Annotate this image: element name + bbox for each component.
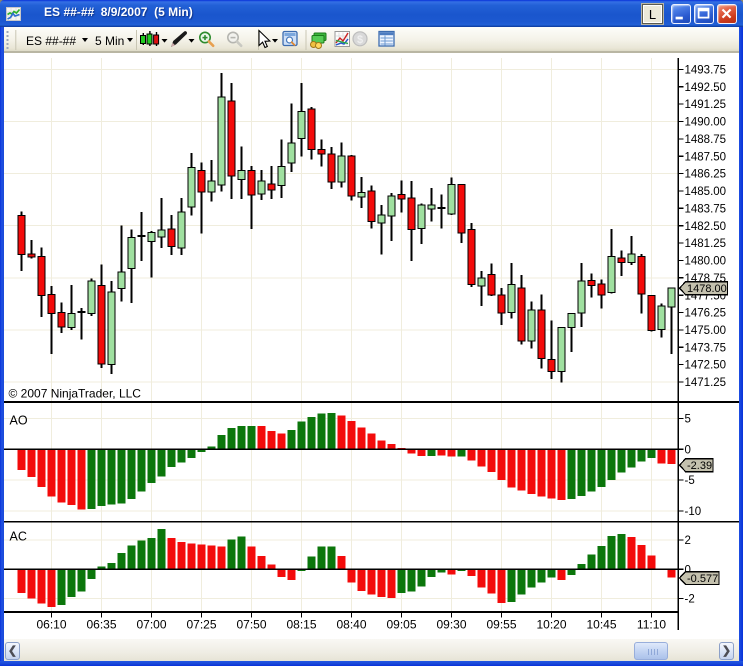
- svg-text:1472.50: 1472.50: [685, 360, 727, 372]
- svg-text:06:35: 06:35: [86, 618, 116, 632]
- svg-text:08:40: 08:40: [336, 618, 366, 632]
- svg-text:-10: -10: [685, 506, 702, 518]
- svg-text:07:00: 07:00: [136, 618, 166, 632]
- svg-text:1480.00: 1480.00: [685, 256, 727, 268]
- svg-text:1471.25: 1471.25: [685, 377, 727, 389]
- svg-text:-0.577: -0.577: [687, 573, 718, 585]
- svg-text:06:10: 06:10: [36, 618, 66, 632]
- svg-text:09:55: 09:55: [486, 618, 516, 632]
- svg-text:1493.75: 1493.75: [685, 65, 727, 77]
- svg-text:1476.25: 1476.25: [685, 308, 727, 320]
- svg-text:$: $: [357, 34, 363, 46]
- svg-text:0: 0: [685, 564, 691, 576]
- svg-text:11:10: 11:10: [637, 618, 666, 632]
- svg-text:09:05: 09:05: [386, 618, 416, 632]
- svg-text:10:45: 10:45: [586, 618, 616, 632]
- svg-text:09:30: 09:30: [436, 618, 466, 632]
- svg-text:1478.00: 1478.00: [687, 283, 727, 295]
- svg-text:1473.75: 1473.75: [685, 342, 727, 354]
- svg-text:1486.25: 1486.25: [685, 169, 727, 181]
- svg-text:1487.50: 1487.50: [685, 151, 727, 163]
- svg-text:08:15: 08:15: [286, 618, 316, 632]
- svg-text:0: 0: [685, 444, 691, 456]
- svg-text:1475.00: 1475.00: [685, 325, 727, 337]
- svg-text:07:50: 07:50: [236, 618, 266, 632]
- svg-text:1482.50: 1482.50: [685, 221, 727, 233]
- svg-text:-5: -5: [685, 475, 695, 487]
- svg-text:1492.50: 1492.50: [685, 82, 727, 94]
- svg-text:-2.39: -2.39: [687, 460, 712, 472]
- svg-text:AC: AC: [10, 530, 27, 544]
- svg-text:1488.75: 1488.75: [685, 134, 727, 146]
- svg-text:1481.25: 1481.25: [685, 238, 727, 250]
- svg-text:1485.00: 1485.00: [685, 186, 727, 198]
- svg-text:1483.75: 1483.75: [685, 203, 727, 215]
- svg-text:07:25: 07:25: [186, 618, 216, 632]
- svg-text:1491.25: 1491.25: [685, 99, 727, 111]
- svg-text:-2: -2: [685, 594, 695, 606]
- svg-text:AO: AO: [10, 414, 28, 428]
- svg-text:1490.00: 1490.00: [685, 117, 727, 129]
- svg-text:10:20: 10:20: [536, 618, 566, 632]
- svg-text:5: 5: [685, 414, 691, 426]
- svg-text:© 2007 NinjaTrader, LLC: © 2007 NinjaTrader, LLC: [9, 387, 142, 401]
- svg-text:2: 2: [685, 535, 691, 547]
